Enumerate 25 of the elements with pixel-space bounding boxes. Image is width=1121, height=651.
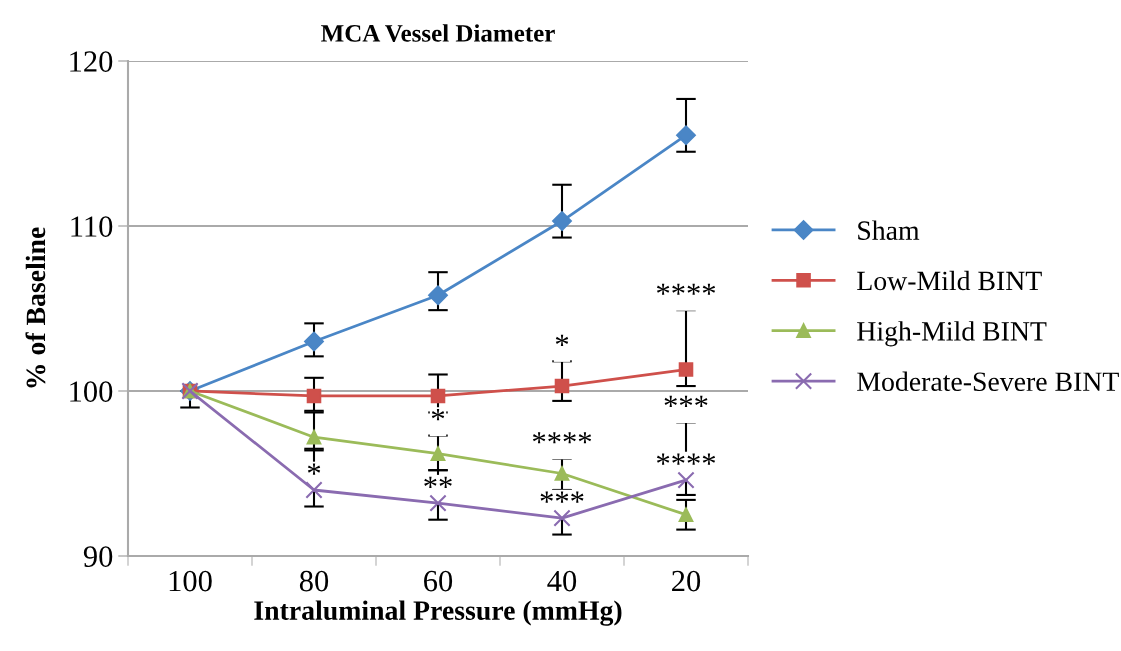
chart-title: MCA Vessel Diameter: [321, 24, 555, 42]
y-tick-label: 100: [70, 381, 113, 402]
x-tick-label: 100: [169, 570, 212, 592]
annotation: *: [555, 334, 569, 346]
legend-label: Low-Mild BINT: [857, 270, 1042, 291]
annotation: ***: [540, 491, 584, 503]
x-tick-label: 40: [547, 570, 577, 592]
legend-label: Sham: [858, 220, 920, 240]
x-tick-label: 80: [299, 570, 329, 592]
x-tick-label: 60: [424, 570, 453, 592]
y-tick-label: 90: [83, 546, 113, 567]
y-axis-title: % of Baseline: [25, 227, 46, 388]
annotation: *: [431, 409, 445, 421]
annotation: ****: [656, 453, 716, 465]
annotation: ***: [664, 395, 708, 408]
y-tick-label: 120: [70, 51, 113, 72]
annotation: *: [307, 463, 321, 475]
y-tick-label: 110: [71, 216, 113, 237]
x-axis-title: Intraluminal Pressure (mmHg): [254, 600, 622, 626]
annotation: ****: [532, 432, 592, 444]
x-tick-label: 20: [672, 570, 701, 592]
legend-label: Moderate-Severe BINT: [857, 371, 1119, 392]
annotation: ****: [656, 283, 716, 295]
annotation: **: [424, 476, 452, 488]
legend-label: High-Mild BINT: [857, 321, 1047, 347]
